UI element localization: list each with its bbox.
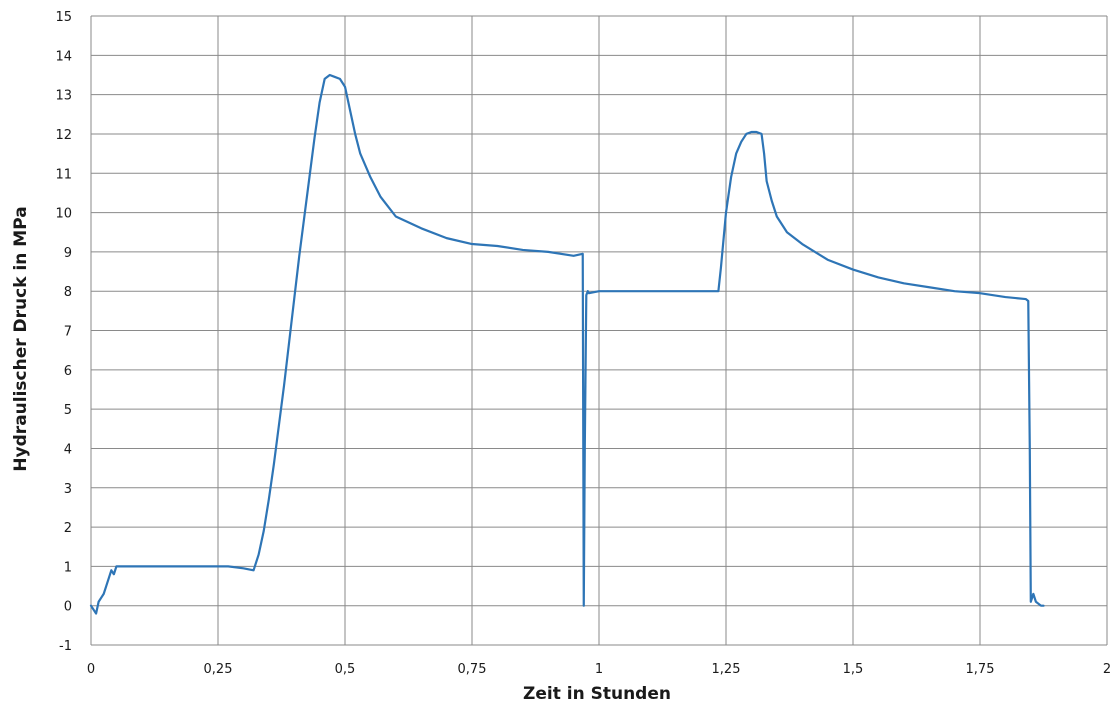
x-tick-label: 0,5 — [335, 662, 356, 677]
y-axis-title: Hydraulischer Druck in MPa — [11, 206, 31, 471]
y-tick-label: 4 — [64, 442, 72, 457]
y-tick-label: 15 — [55, 10, 72, 25]
x-tick-label: 0 — [87, 662, 95, 677]
y-tick-label: 3 — [64, 482, 72, 497]
x-tick-label: 1 — [595, 662, 603, 677]
y-tick-label: 1 — [64, 560, 72, 575]
x-tick-labels: 0 0,25 0,5 0,75 1 1,25 1,5 1,75 2 — [87, 662, 1111, 677]
y-tick-label: 11 — [55, 167, 72, 182]
y-tick-label: 2 — [64, 521, 72, 536]
x-tick-label: 1,5 — [843, 662, 864, 677]
x-tick-label: 0,25 — [204, 662, 233, 677]
y-tick-label: 7 — [64, 325, 72, 340]
y-tick-label: -1 — [59, 639, 72, 654]
y-tick-label: 8 — [64, 285, 72, 300]
y-tick-label: 12 — [55, 128, 72, 143]
y-tick-label: 5 — [64, 403, 72, 418]
y-tick-label: 9 — [64, 246, 72, 261]
y-tick-label: 10 — [55, 207, 72, 222]
y-tick-label: 0 — [64, 600, 72, 615]
x-tick-label: 2 — [1103, 662, 1111, 677]
series-layer — [89, 73, 1045, 615]
y-tick-label: 14 — [55, 49, 72, 64]
x-tick-label: 1,25 — [712, 662, 741, 677]
y-tick-label: 13 — [55, 89, 72, 104]
x-tick-label: 1,75 — [966, 662, 995, 677]
x-tick-label: 0,75 — [458, 662, 487, 677]
y-tick-label: 6 — [64, 364, 72, 379]
pressure-series-line — [89, 73, 1045, 615]
x-axis-title: Zeit in Stunden — [523, 684, 671, 704]
